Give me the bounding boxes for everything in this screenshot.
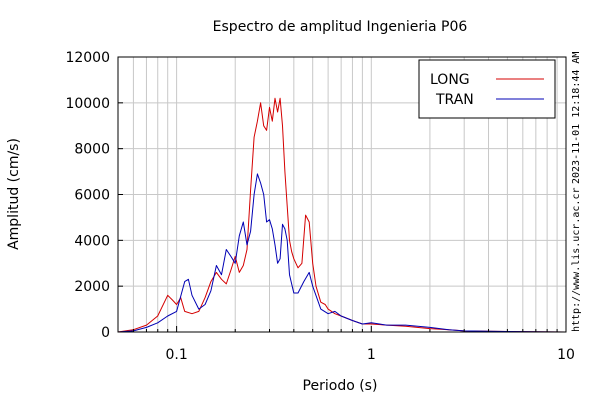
legend-label-long: LONG bbox=[430, 72, 470, 88]
series-line-long bbox=[117, 97, 567, 333]
series-layer bbox=[117, 97, 567, 333]
source-url-label: http://www.lis.ucr.ac.cr bbox=[571, 188, 582, 333]
y-tick-label: 2000 bbox=[74, 279, 110, 295]
y-tick-label: 0 bbox=[101, 325, 110, 341]
x-tick-label: 1 bbox=[367, 347, 376, 363]
series-line-tran bbox=[117, 173, 567, 333]
timestamp-label: 2023-11-01 12:18:44 AM bbox=[571, 52, 582, 184]
y-axis-label: Amplitud (cm/s) bbox=[6, 138, 22, 250]
y-tick-label: 4000 bbox=[74, 233, 110, 249]
chart-title: Espectro de amplitud Ingenieria P06 bbox=[213, 19, 468, 35]
axis-ticks: 0 2000 4000 6000 8000 10000 12000 0.1 1 10 bbox=[65, 50, 574, 363]
y-tick-label: 8000 bbox=[74, 142, 110, 158]
y-tick-label: 12000 bbox=[65, 50, 110, 66]
x-axis-label: Periodo (s) bbox=[303, 378, 378, 394]
y-tick-label: 10000 bbox=[65, 96, 110, 112]
x-tick-label: 10 bbox=[557, 347, 575, 363]
legend: LONG TRAN bbox=[418, 59, 556, 119]
x-tick-label: 0.1 bbox=[165, 347, 187, 363]
y-tick-label: 6000 bbox=[74, 188, 110, 204]
legend-box bbox=[418, 59, 556, 119]
legend-label-tran: TRAN bbox=[435, 92, 474, 108]
